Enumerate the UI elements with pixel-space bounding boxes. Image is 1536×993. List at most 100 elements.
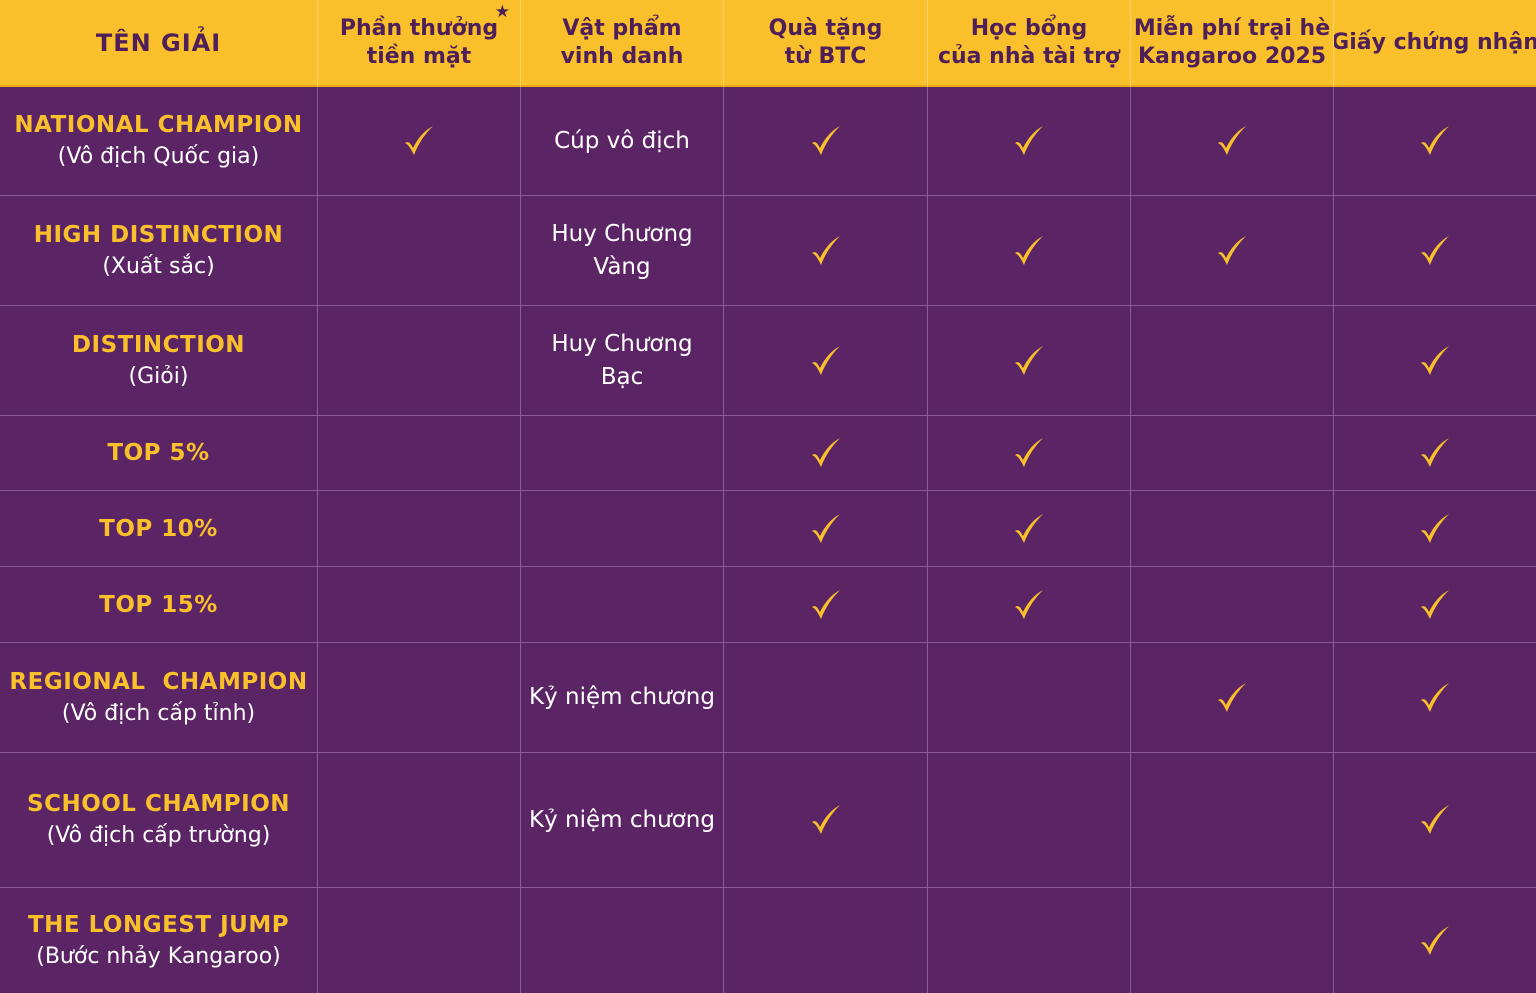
header-summer-camp-line1: Miễn phí trại hè: [1133, 15, 1331, 41]
btc-gift-cell: [724, 491, 928, 567]
check-icon: [1015, 345, 1043, 375]
award-name-en: REGIONAL CHAMPION: [9, 668, 308, 695]
cash-prize-cell: [318, 196, 521, 306]
sponsor-scholarship-cell: [928, 567, 1131, 643]
check-icon: [811, 513, 840, 543]
award-name-vi: (Giỏi): [128, 363, 189, 389]
header-sponsor-scholarship-line1: Học bổng: [970, 15, 1088, 41]
award-name-en: TOP 5%: [107, 440, 210, 466]
header-btc-gift: Quà tặng từ BTC: [724, 0, 928, 87]
award-name-en: HIGH DISTINCTION: [33, 221, 284, 248]
header-certificate-line1: Giấy chứng nhận: [1334, 29, 1536, 55]
summer-camp-cell: [1131, 306, 1334, 416]
honor-item-cell: [521, 888, 724, 993]
award-name-cell: SCHOOL CHAMPION (Vô địch cấp trường): [0, 753, 318, 888]
btc-gift-cell: [724, 567, 928, 643]
sponsor-scholarship-cell: [928, 491, 1131, 567]
header-honor-item: Vật phẩm vinh danh: [521, 0, 724, 87]
award-name-en: TOP 15%: [99, 591, 218, 618]
header-summer-camp: Miễn phí trại hè Kangaroo 2025: [1131, 0, 1334, 87]
check-icon: [1421, 345, 1449, 375]
header-btc-gift-line2: từ BTC: [784, 43, 867, 69]
honor-item-line1: Kỷ niệm chương: [529, 684, 715, 710]
check-icon: [1015, 513, 1043, 543]
certificate-cell: [1334, 753, 1536, 888]
header-certificate: Giấy chứng nhận: [1334, 0, 1536, 87]
check-icon: [1421, 126, 1449, 155]
check-icon: [1421, 682, 1449, 712]
certificate-cell: [1334, 306, 1536, 416]
header-award-name: TÊN GIẢI: [0, 0, 318, 87]
check-icon: [811, 589, 840, 619]
award-name-cell: TOP 15%: [0, 567, 318, 643]
check-icon: [1421, 513, 1449, 543]
award-name-vi: (Xuất sắc): [102, 253, 215, 279]
check-icon: [1015, 589, 1043, 619]
award-name-vi: (Bước nhảy Kangaroo): [36, 943, 281, 969]
check-icon: [811, 438, 840, 467]
honor-item-cell: Kỷ niệm chương: [521, 643, 724, 753]
header-cash-prize-line2: tiền mặt: [366, 43, 472, 69]
cash-prize-cell: [318, 416, 521, 491]
btc-gift-cell: [724, 87, 928, 196]
award-name-cell: REGIONAL CHAMPION (Vô địch cấp tỉnh): [0, 643, 318, 753]
check-icon: [1421, 805, 1449, 834]
sponsor-scholarship-cell: [928, 888, 1131, 993]
award-name-en: SCHOOL CHAMPION: [27, 791, 290, 817]
honor-item-cell: [521, 567, 724, 643]
check-icon: [811, 345, 840, 375]
check-icon: [1421, 438, 1449, 467]
award-name-vi: (Vô địch cấp trường): [46, 823, 271, 848]
award-name-cell: DISTINCTION (Giỏi): [0, 306, 318, 416]
cash-prize-cell: [318, 643, 521, 753]
honor-item-line1: Huy Chương: [551, 330, 693, 357]
honor-item-line2: Bạc: [600, 363, 644, 390]
honor-item-cell: Huy Chương Vàng: [521, 196, 724, 306]
header-sponsor-scholarship: Học bổng của nhà tài trợ: [928, 0, 1131, 87]
btc-gift-cell: [724, 306, 928, 416]
honor-item-cell: [521, 416, 724, 491]
btc-gift-cell: [724, 753, 928, 888]
award-name-en: DISTINCTION: [71, 331, 246, 358]
summer-camp-cell: [1131, 753, 1334, 888]
honor-item-line1: Cúp vô địch: [554, 127, 690, 154]
check-icon: [811, 235, 840, 265]
honor-item-line1: Kỷ niệm chương: [529, 806, 715, 833]
check-icon: [811, 805, 840, 834]
award-name-vi: (Vô địch cấp tỉnh): [61, 700, 256, 726]
honor-item-cell: Cúp vô địch: [521, 87, 724, 196]
header-honor-item-line2: vinh danh: [560, 43, 684, 69]
check-icon: [1218, 126, 1246, 155]
check-icon: [1218, 682, 1246, 712]
check-icon: [1218, 235, 1246, 265]
award-name-cell: NATIONAL CHAMPION (Vô địch Quốc gia): [0, 87, 318, 196]
header-cash-prize-line1: Phần thưởng: [339, 15, 499, 41]
summer-camp-cell: [1131, 643, 1334, 753]
cash-prize-cell: [318, 753, 521, 888]
btc-gift-cell: [724, 416, 928, 491]
honor-item-cell: [521, 491, 724, 567]
header-award-name-label: TÊN GIẢI: [95, 28, 222, 57]
certificate-cell: [1334, 87, 1536, 196]
award-name-vi: (Vô địch Quốc gia): [57, 144, 260, 169]
summer-camp-cell: [1131, 87, 1334, 196]
summer-camp-cell: [1131, 416, 1334, 491]
sponsor-scholarship-cell: [928, 416, 1131, 491]
cash-prize-cell: [318, 306, 521, 416]
summer-camp-cell: [1131, 888, 1334, 993]
award-name-cell: TOP 10%: [0, 491, 318, 567]
sponsor-scholarship-cell: [928, 753, 1131, 888]
summer-camp-cell: [1131, 567, 1334, 643]
award-name-en: TOP 10%: [99, 515, 218, 542]
summer-camp-cell: [1131, 491, 1334, 567]
btc-gift-cell: [724, 643, 928, 753]
honor-item-line1: Huy Chương: [551, 220, 693, 247]
check-icon: [811, 126, 840, 155]
award-name-cell: TOP 5%: [0, 416, 318, 491]
header-btc-gift-line1: Quà tặng: [768, 15, 883, 41]
sponsor-scholarship-cell: [928, 306, 1131, 416]
certificate-cell: [1334, 888, 1536, 993]
check-icon: [1421, 235, 1449, 265]
certificate-cell: [1334, 643, 1536, 753]
check-icon: [1015, 438, 1043, 467]
